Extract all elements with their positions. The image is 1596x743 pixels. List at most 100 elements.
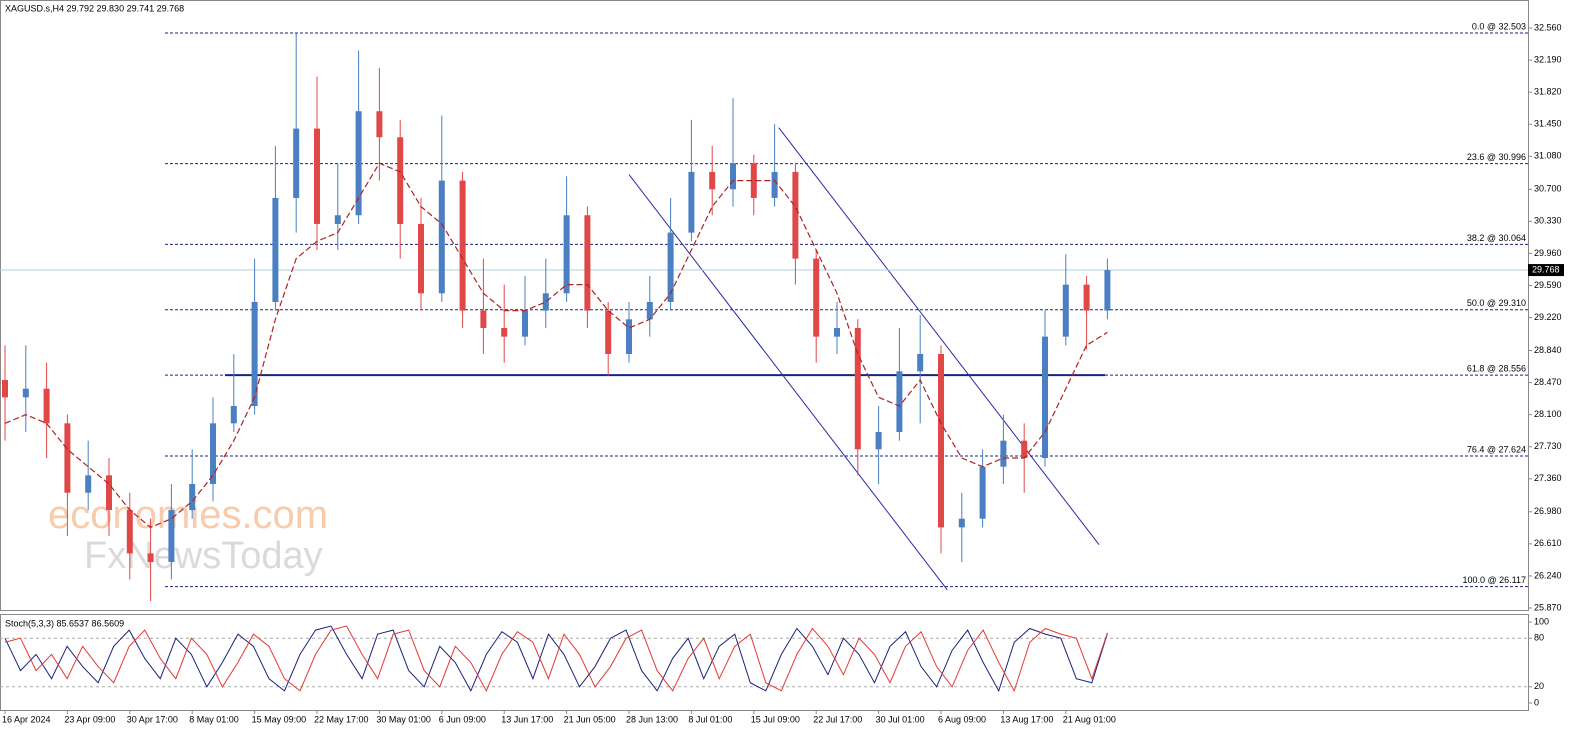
x-tick-label: 13 Jun 17:00 bbox=[501, 714, 553, 724]
candle-body bbox=[126, 510, 133, 554]
y-tick-label: 27.360 bbox=[1534, 473, 1562, 483]
candle-body bbox=[584, 215, 591, 311]
candle-body bbox=[605, 310, 612, 354]
chart-title: XAGUSD.s,H4 29.792 29.830 29.741 29.768 bbox=[5, 3, 184, 13]
fib-label: 38.2 @ 30.064 bbox=[1467, 233, 1526, 243]
candle-body bbox=[501, 327, 508, 337]
x-tick-label: 30 Apr 17:00 bbox=[127, 714, 178, 724]
candle-body bbox=[730, 163, 736, 190]
watermark: FxNewsToday bbox=[84, 535, 323, 577]
candle-body bbox=[771, 171, 778, 198]
x-tick-label: 28 Jun 13:00 bbox=[626, 714, 678, 724]
y-tick-label: 27.730 bbox=[1534, 441, 1562, 451]
candle-body bbox=[147, 553, 154, 563]
stoch-label: Stoch(5,3,3) 85.6537 86.5609 bbox=[5, 618, 124, 628]
y-tick-label: 31.820 bbox=[1534, 87, 1562, 97]
x-tick-label: 30 Jul 01:00 bbox=[876, 714, 925, 724]
candle-body bbox=[355, 111, 362, 216]
x-tick-label: 30 May 01:00 bbox=[376, 714, 431, 724]
x-tick-label: 15 May 09:00 bbox=[252, 714, 307, 724]
candle-body bbox=[418, 223, 424, 294]
y-tick-label: 28.840 bbox=[1534, 345, 1562, 355]
y-tick-label: 28.100 bbox=[1534, 409, 1562, 419]
fib-label: 100.0 @ 26.117 bbox=[1462, 575, 1526, 585]
x-tick-label: 8 Jul 01:00 bbox=[688, 714, 732, 724]
candle-body bbox=[85, 475, 92, 493]
candle-body bbox=[480, 310, 487, 328]
candle-body bbox=[376, 111, 383, 138]
candle-body bbox=[106, 475, 112, 511]
fib-label: 0.0 @ 32.503 bbox=[1472, 21, 1526, 31]
fib-label: 23.6 @ 30.996 bbox=[1467, 152, 1526, 162]
candle-body bbox=[667, 232, 674, 302]
candle-body bbox=[1083, 284, 1090, 311]
candle-body bbox=[22, 388, 29, 398]
y-tick-label: 25.870 bbox=[1534, 602, 1562, 612]
candle-body bbox=[459, 180, 466, 311]
candle-body bbox=[563, 215, 570, 294]
x-tick-label: 16 Apr 2024 bbox=[2, 714, 51, 724]
candle-body bbox=[688, 171, 695, 233]
candle-body bbox=[251, 301, 258, 407]
candle-body bbox=[1000, 440, 1007, 467]
candle-body bbox=[189, 484, 196, 511]
y-tick-label: 29.220 bbox=[1534, 312, 1562, 322]
y-tick-label: 29.590 bbox=[1534, 280, 1562, 290]
candle-body bbox=[896, 371, 903, 433]
stoch-tick-label: 80 bbox=[1534, 633, 1544, 643]
candle-body bbox=[875, 432, 882, 450]
trendline bbox=[778, 127, 1100, 546]
watermark: economies.com bbox=[48, 493, 328, 537]
x-tick-label: 6 Aug 09:00 bbox=[938, 714, 986, 724]
candle-body bbox=[1104, 270, 1111, 311]
stoch-line bbox=[4, 625, 1108, 693]
candle-body bbox=[813, 258, 820, 337]
y-tick-label: 26.610 bbox=[1534, 538, 1562, 548]
x-tick-label: 8 May 01:00 bbox=[189, 714, 239, 724]
candle-body bbox=[522, 310, 528, 337]
fib-label: 76.4 @ 27.624 bbox=[1467, 444, 1526, 454]
y-tick-label: 29.960 bbox=[1534, 248, 1562, 258]
candle-body bbox=[334, 215, 341, 224]
y-tick-label: 26.240 bbox=[1534, 570, 1562, 580]
candle-body bbox=[43, 388, 50, 424]
y-tick-label: 26.980 bbox=[1534, 506, 1562, 516]
candle-body bbox=[2, 379, 8, 398]
candle-body bbox=[438, 180, 445, 294]
candle-body bbox=[750, 163, 757, 198]
price-panel bbox=[0, 0, 1529, 611]
candle-body bbox=[168, 510, 175, 563]
candle-body bbox=[917, 353, 924, 372]
trendline bbox=[628, 174, 948, 591]
fib-label: 50.0 @ 29.310 bbox=[1467, 298, 1526, 308]
candle-body bbox=[314, 128, 320, 224]
x-tick-label: 13 Aug 17:00 bbox=[1000, 714, 1053, 724]
candle-body bbox=[626, 319, 632, 354]
candle-body bbox=[210, 423, 216, 485]
candle-body bbox=[1062, 284, 1069, 337]
y-tick-label: 30.330 bbox=[1534, 216, 1562, 226]
stoch-tick-label: 20 bbox=[1534, 681, 1544, 691]
x-tick-label: 22 May 17:00 bbox=[314, 714, 369, 724]
candle-body bbox=[854, 327, 861, 450]
stoch-tick-label: 100 bbox=[1534, 616, 1549, 626]
candle-body bbox=[938, 353, 944, 528]
x-tick-label: 15 Jul 09:00 bbox=[751, 714, 800, 724]
stoch-line bbox=[4, 625, 1108, 693]
x-tick-label: 23 Apr 09:00 bbox=[64, 714, 115, 724]
candle-body bbox=[293, 128, 300, 198]
y-tick-label: 31.080 bbox=[1534, 151, 1562, 161]
candle-body bbox=[272, 197, 279, 302]
y-tick-label: 31.450 bbox=[1534, 119, 1562, 129]
candle-body bbox=[834, 327, 840, 337]
candle-body bbox=[64, 423, 71, 493]
y-tick-label: 28.470 bbox=[1534, 377, 1562, 387]
y-tick-label: 30.700 bbox=[1534, 184, 1562, 194]
y-tick-label: 32.190 bbox=[1534, 54, 1562, 64]
x-tick-label: 21 Jun 05:00 bbox=[564, 714, 616, 724]
x-tick-label: 21 Aug 01:00 bbox=[1063, 714, 1116, 724]
candle-body bbox=[646, 301, 653, 320]
candle-body bbox=[792, 171, 799, 259]
